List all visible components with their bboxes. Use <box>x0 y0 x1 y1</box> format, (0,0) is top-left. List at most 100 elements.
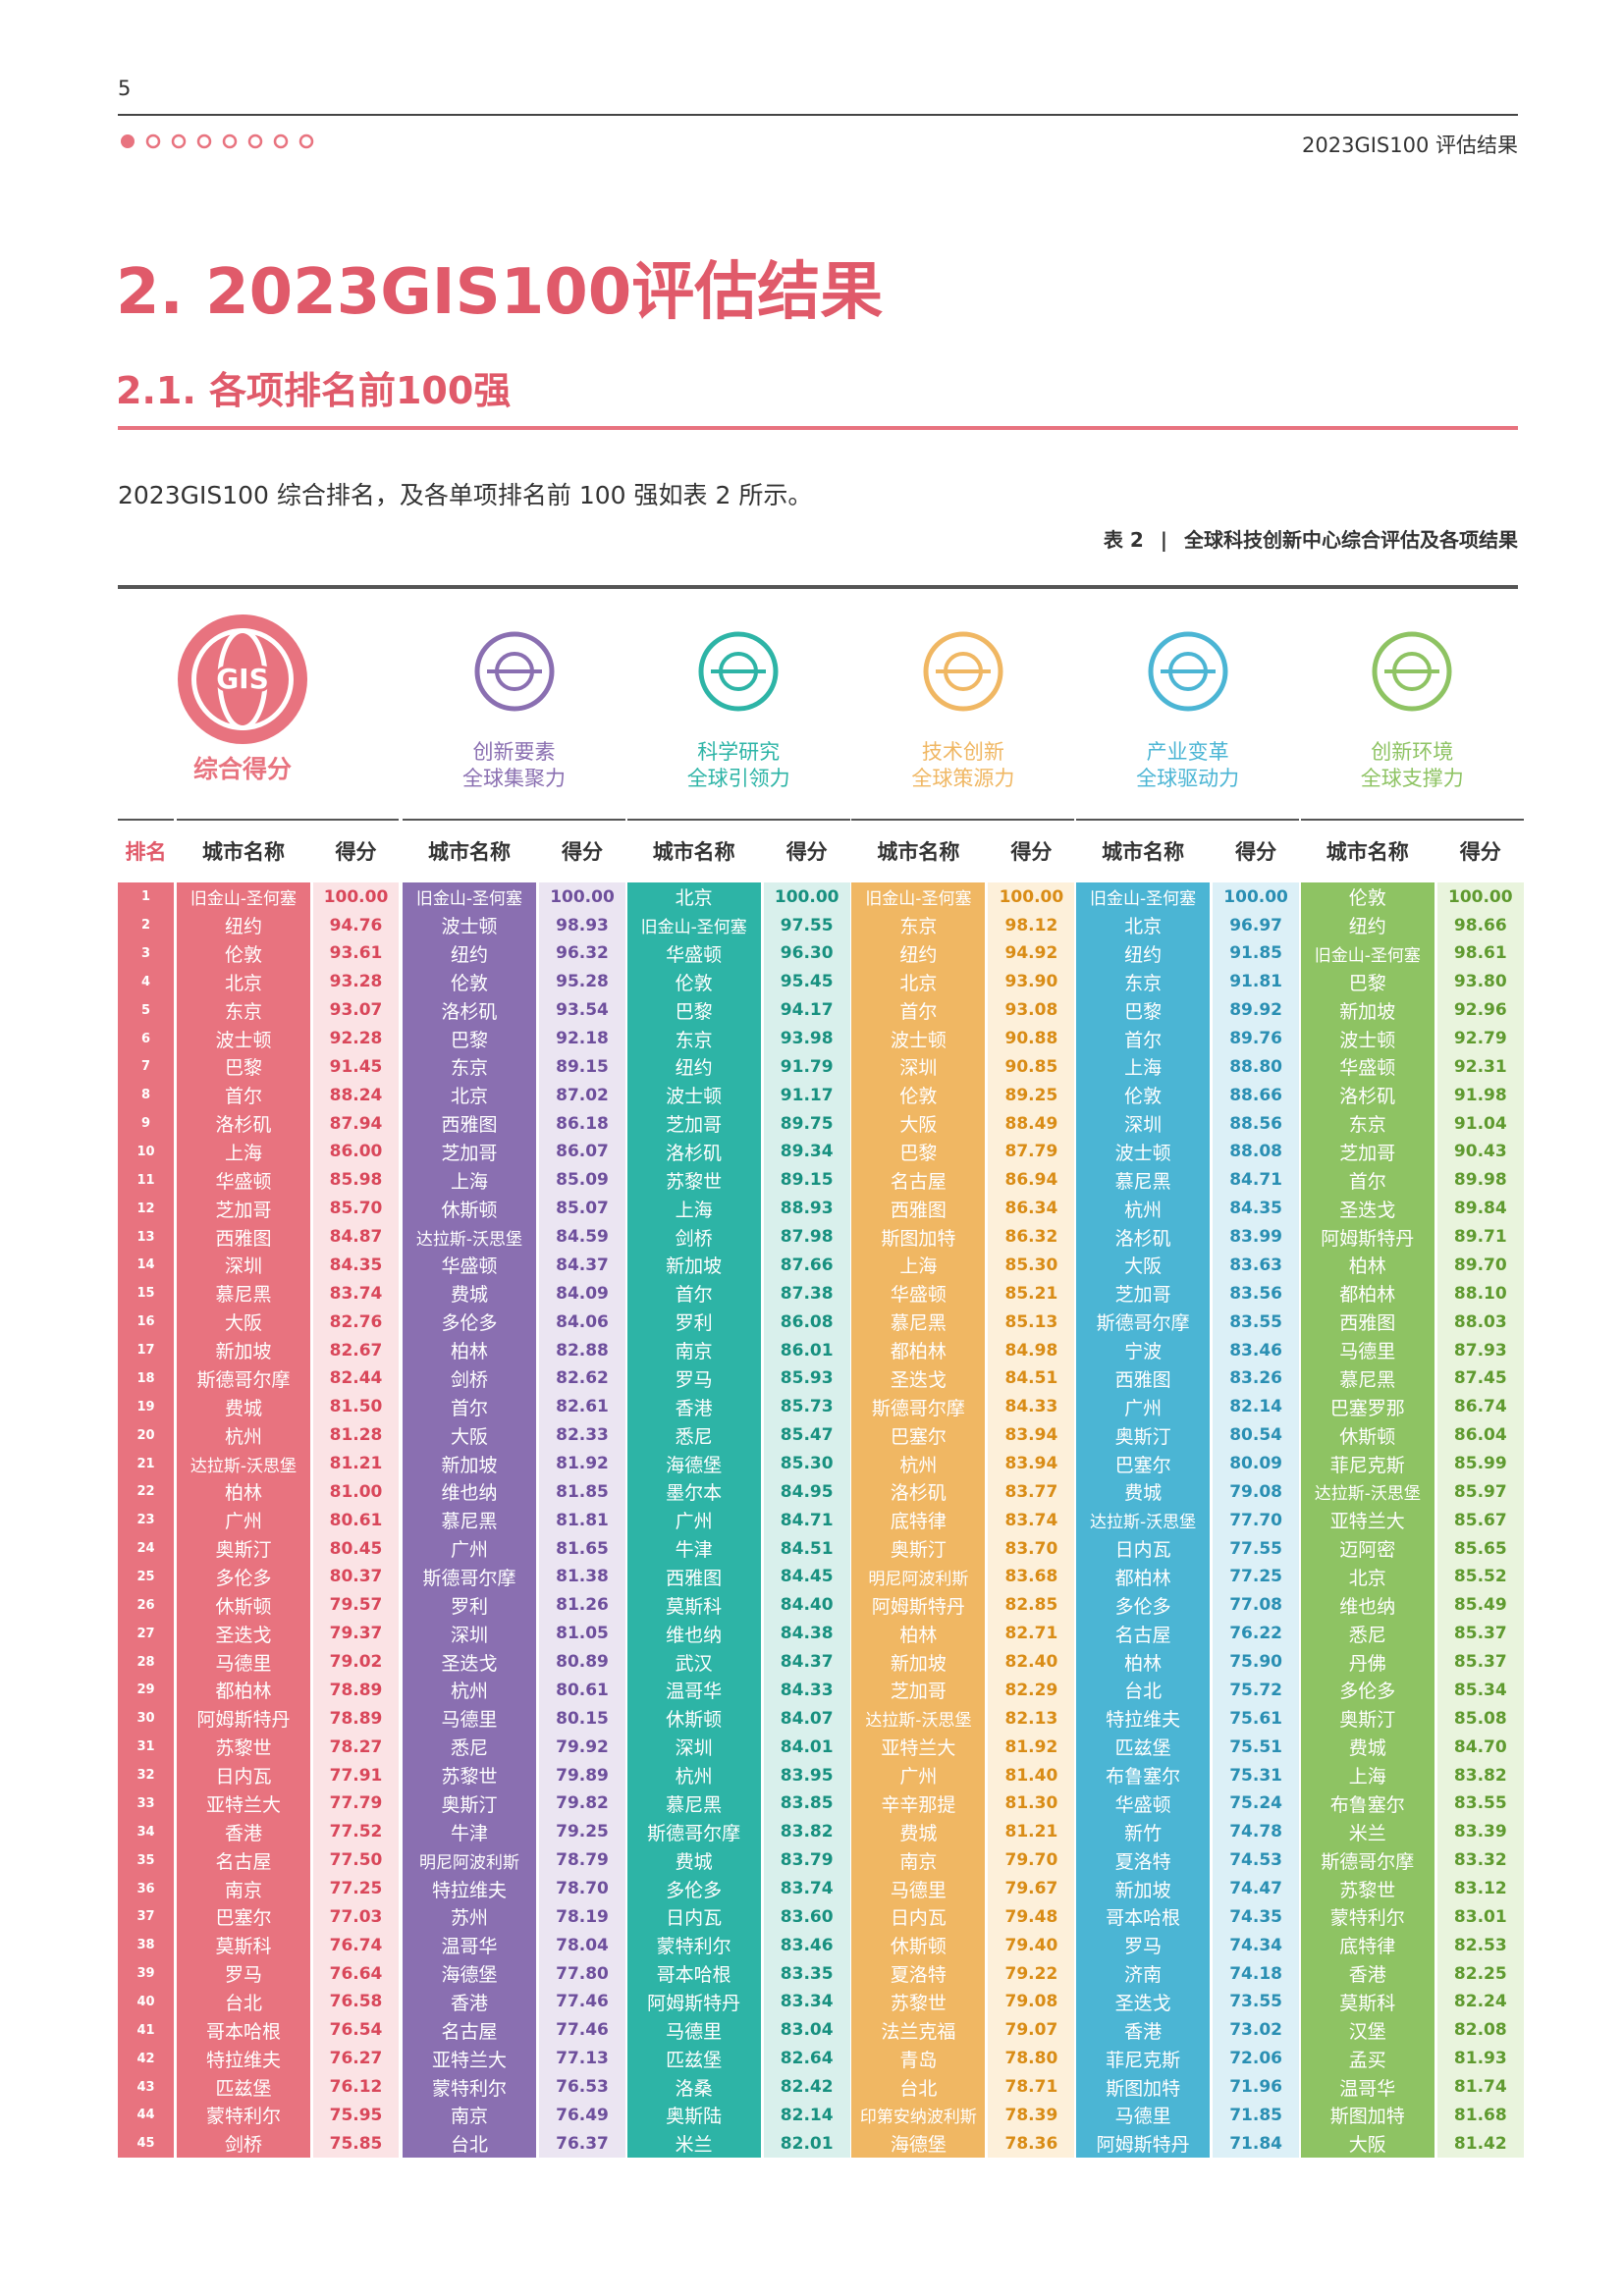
city: 莫斯科 <box>1300 1987 1435 2017</box>
city: 深圳 <box>403 1619 536 1648</box>
score: 94.92 <box>988 938 1075 969</box>
rank: 11 <box>118 1165 174 1196</box>
score: 85.37 <box>1436 1619 1524 1648</box>
score-header: 得分 <box>335 840 377 864</box>
city: 首尔 <box>851 995 986 1025</box>
score: 93.28 <box>313 967 399 996</box>
score: 76.64 <box>313 1958 399 1989</box>
score: 79.89 <box>539 1760 625 1790</box>
score: 80.54 <box>1213 1420 1300 1450</box>
score: 85.30 <box>988 1251 1075 1280</box>
score: 98.61 <box>1436 938 1524 969</box>
score: 84.06 <box>539 1308 625 1337</box>
city: 巴黎 <box>1076 995 1211 1025</box>
city: 新加坡 <box>403 1449 536 1478</box>
score: 87.94 <box>313 1108 399 1139</box>
score: 95.45 <box>763 967 850 996</box>
city: 悉尼 <box>403 1733 536 1762</box>
score-header: 得分 <box>1235 840 1277 864</box>
city: 奥斯汀 <box>403 1789 536 1819</box>
city: 大阪 <box>1300 2129 1435 2159</box>
city: 纽约 <box>177 910 310 940</box>
score: 81.30 <box>988 1789 1075 1819</box>
city: 哥本哈根 <box>1076 1902 1211 1932</box>
score: 85.67 <box>1436 1506 1524 1535</box>
city: 多伦多 <box>1076 1590 1211 1621</box>
city: 新加坡 <box>626 1251 761 1280</box>
score: 77.08 <box>1213 1590 1300 1621</box>
city: 西雅图 <box>403 1108 536 1139</box>
score: 78.36 <box>988 2129 1075 2159</box>
score: 85.47 <box>763 1420 850 1450</box>
city: 日内瓦 <box>177 1760 310 1790</box>
city: 柏林 <box>403 1335 536 1365</box>
city: 柏林 <box>851 1619 986 1648</box>
rank-header: 排名 <box>125 840 167 864</box>
score: 94.17 <box>763 995 850 1025</box>
category-icon <box>698 631 779 712</box>
rank: 16 <box>118 1308 174 1337</box>
city: 伦敦 <box>177 938 310 969</box>
city: 悉尼 <box>626 1420 761 1450</box>
score: 85.93 <box>763 1363 850 1394</box>
score: 92.96 <box>1436 995 1524 1025</box>
city: 香港 <box>626 1392 761 1421</box>
city: 蒙特利尔 <box>177 2101 310 2130</box>
score: 100.00 <box>1436 882 1524 912</box>
score: 83.95 <box>763 1760 850 1790</box>
score: 84.98 <box>988 1335 1075 1365</box>
score: 96.32 <box>539 938 625 969</box>
city: 莫斯科 <box>626 1590 761 1621</box>
title: 2. 2023GIS100评估结果 <box>116 256 884 329</box>
city: 东京 <box>403 1052 536 1082</box>
score: 81.74 <box>1436 2072 1524 2102</box>
score: 90.43 <box>1436 1137 1524 1167</box>
score: 81.92 <box>988 1733 1075 1762</box>
city: 巴黎 <box>851 1137 986 1167</box>
city: 奥斯汀 <box>1300 1704 1435 1734</box>
score: 81.26 <box>539 1590 625 1621</box>
category-icon <box>923 631 1003 712</box>
score: 81.42 <box>1436 2129 1524 2159</box>
city: 杭州 <box>626 1760 761 1790</box>
rank: 41 <box>118 2015 174 2046</box>
score: 81.38 <box>539 1562 625 1592</box>
score: 82.29 <box>988 1676 1075 1705</box>
score: 83.01 <box>1436 1902 1524 1932</box>
score: 83.82 <box>1436 1760 1524 1790</box>
city: 奥斯汀 <box>851 1533 986 1564</box>
score: 89.34 <box>763 1137 850 1167</box>
city: 牛津 <box>403 1817 536 1846</box>
column-label: 创新环境 <box>1371 740 1454 764</box>
city: 斯德哥尔摩 <box>1076 1308 1211 1337</box>
city: 印第安纳波利斯 <box>851 2101 986 2130</box>
score: 86.74 <box>1436 1392 1524 1421</box>
column-label: 全球集聚力 <box>462 767 566 790</box>
city: 上海 <box>851 1251 986 1280</box>
score: 81.21 <box>988 1817 1075 1846</box>
score: 86.32 <box>988 1222 1075 1252</box>
city: 布鲁塞尔 <box>1300 1789 1435 1819</box>
rank: 20 <box>118 1420 174 1450</box>
city: 纽约 <box>851 938 986 969</box>
dots-outline <box>145 133 314 149</box>
city: 温哥华 <box>403 1931 536 1960</box>
score: 84.71 <box>1213 1165 1300 1196</box>
score: 84.95 <box>763 1477 850 1507</box>
city: 莫斯科 <box>177 1931 310 1960</box>
city: 罗马 <box>626 1363 761 1394</box>
score: 100.00 <box>313 882 399 912</box>
city: 旧金山-圣何塞 <box>626 910 761 940</box>
city: 达拉斯-沃思堡 <box>1076 1506 1211 1535</box>
score: 79.70 <box>988 1845 1075 1875</box>
score: 81.50 <box>313 1392 399 1421</box>
score: 81.68 <box>1436 2101 1524 2130</box>
city: 斯德哥尔摩 <box>403 1562 536 1592</box>
score: 89.84 <box>1436 1194 1524 1223</box>
page-number: 5 <box>118 77 132 100</box>
rank: 12 <box>118 1194 174 1223</box>
score: 92.18 <box>539 1024 625 1053</box>
city: 马德里 <box>851 1874 986 1903</box>
score: 82.76 <box>313 1308 399 1337</box>
